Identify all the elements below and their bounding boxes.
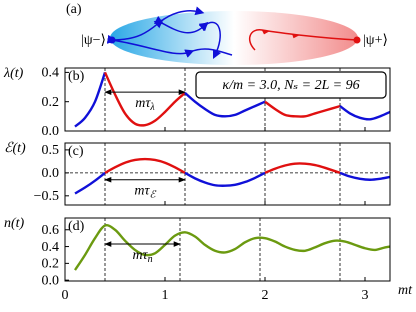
x-tick-label: 2 bbox=[262, 288, 269, 303]
y-tick-label: 0.0 bbox=[42, 273, 60, 288]
annotation-text: mτ bbox=[135, 96, 151, 111]
line bbox=[104, 157, 186, 174]
annotation-label: mτλ bbox=[135, 96, 155, 113]
annotation-label: mτn bbox=[132, 248, 152, 265]
y-axis-label: λ(t) bbox=[3, 66, 24, 81]
panel: −0.5 0.0 0.5 ℰ(t) (c) mτℰ bbox=[4, 141, 391, 206]
state-dot bbox=[108, 36, 116, 44]
line bbox=[103, 71, 186, 127]
state-dot bbox=[353, 36, 361, 44]
diagram-a: (a) |ψ−⟩ |ψ+⟩ bbox=[66, 2, 388, 65]
y-tick-label: 0.0 bbox=[42, 166, 60, 181]
line bbox=[264, 100, 341, 118]
line bbox=[339, 171, 391, 181]
line bbox=[184, 171, 266, 187]
trajectory bbox=[248, 29, 358, 51]
annotation-label: mτℰ bbox=[134, 184, 156, 201]
trajectory bbox=[112, 11, 233, 55]
y-tick-label: −0.5 bbox=[34, 189, 59, 204]
x-tick-label: 3 bbox=[362, 288, 369, 303]
x-tick-label: 0 bbox=[62, 288, 69, 303]
line bbox=[264, 162, 341, 174]
info-box bbox=[195, 71, 387, 99]
arrowhead bbox=[262, 30, 300, 39]
line bbox=[74, 72, 107, 128]
y-tick-label: 0.6 bbox=[42, 223, 60, 238]
y-tick-label: 0.2 bbox=[42, 95, 60, 110]
y-axis-label: n(t) bbox=[4, 216, 25, 231]
plot-frame bbox=[64, 142, 391, 206]
y-tick-label: 0.4 bbox=[42, 66, 60, 81]
x-axis-label: mt bbox=[398, 283, 413, 298]
panel-label: (c) bbox=[68, 144, 84, 159]
panel-label: (b) bbox=[68, 69, 85, 84]
annotation-subscript: n bbox=[148, 254, 153, 265]
state-label: |ψ+⟩ bbox=[363, 33, 388, 48]
info-text: κ/m = 3.0, Nₛ = 2L = 96 bbox=[222, 78, 359, 93]
y-axis-label: ℰ(t) bbox=[4, 141, 26, 156]
x-tick-label: 1 bbox=[162, 288, 169, 303]
y-tick-label: 0.4 bbox=[42, 240, 60, 255]
annotation-text: mτ bbox=[132, 248, 148, 263]
line bbox=[339, 105, 391, 121]
plot-frame bbox=[64, 67, 391, 132]
annotation-text: mτ bbox=[134, 184, 150, 199]
panel: 0.0 0.2 0.4 λ(t) (b) κ/m = 3.0, Nₛ = 2L = 96 m… bbox=[3, 66, 391, 139]
y-tick-label: 0.0 bbox=[42, 124, 60, 139]
panel-label: (a) bbox=[66, 2, 82, 17]
panel: 0.00.2 0.4 0.6 0 1 2 3 mt n(t) (d) mτn bbox=[4, 216, 413, 303]
line bbox=[74, 171, 106, 195]
y-tick-label: 0.5 bbox=[42, 143, 60, 158]
panel-label: (d) bbox=[68, 219, 85, 234]
state-label: |ψ−⟩ bbox=[81, 33, 106, 48]
line bbox=[73, 224, 391, 271]
y-tick-label: 0.2 bbox=[42, 257, 60, 272]
line bbox=[184, 92, 266, 118]
annotation-subscript: ℰ bbox=[150, 190, 157, 201]
plot-frame bbox=[64, 217, 391, 282]
annotation-subscript: λ bbox=[149, 102, 155, 113]
